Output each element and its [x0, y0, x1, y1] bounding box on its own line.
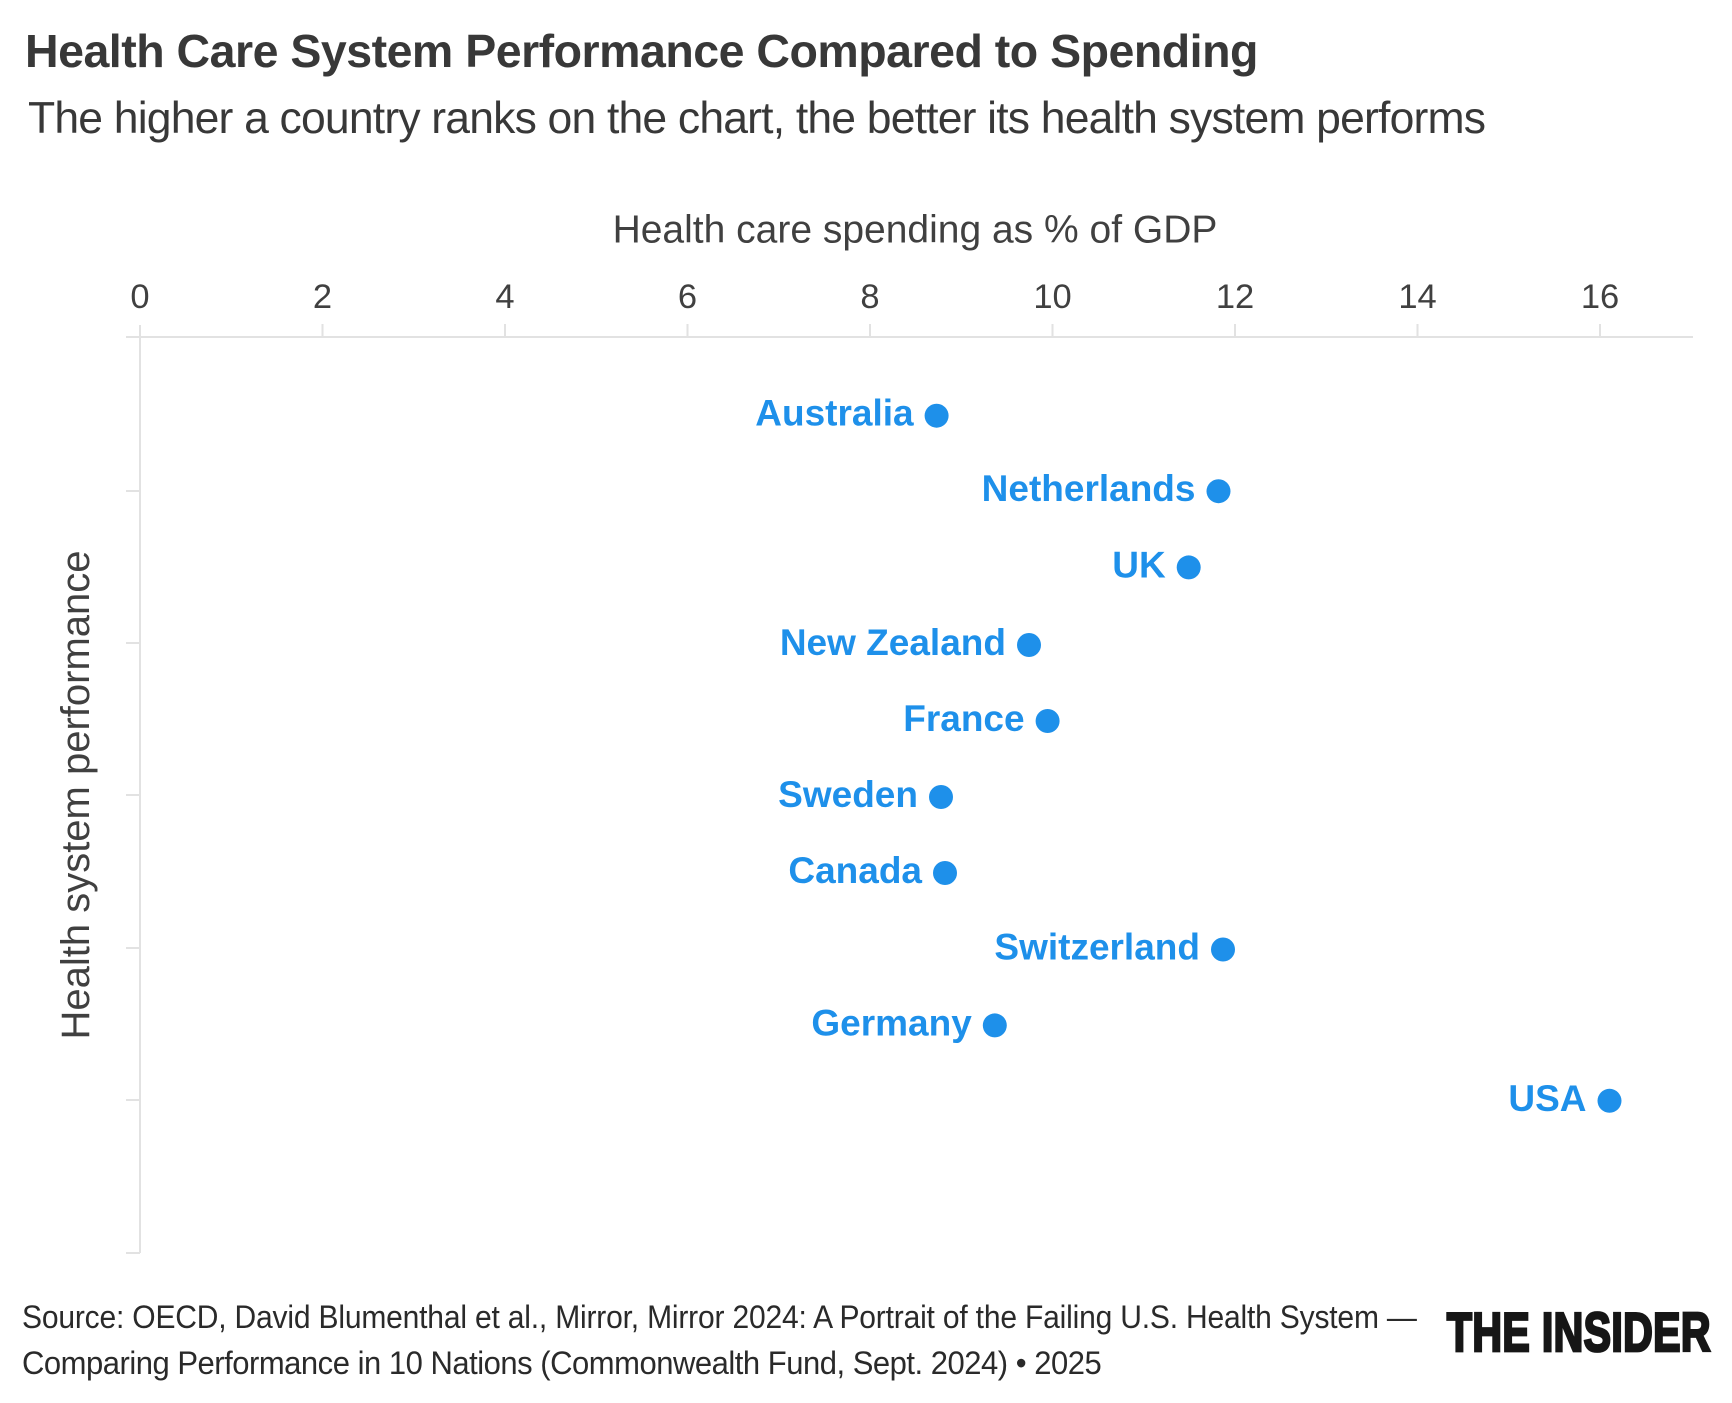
svg-text:6: 6 — [678, 278, 697, 316]
svg-text:2: 2 — [313, 278, 332, 316]
svg-text:UK: UK — [1112, 544, 1166, 585]
svg-text:Health system performance: Health system performance — [54, 550, 98, 1039]
svg-text:0: 0 — [130, 278, 149, 316]
svg-text:USA: USA — [1508, 1078, 1586, 1119]
svg-text:Netherlands: Netherlands — [982, 468, 1196, 509]
svg-text:14: 14 — [1398, 278, 1436, 316]
svg-text:Switzerland: Switzerland — [994, 927, 1200, 968]
svg-text:Germany: Germany — [811, 1002, 972, 1043]
svg-text:16: 16 — [1581, 278, 1619, 316]
svg-text:Health care spending as % of G: Health care spending as % of GDP — [613, 209, 1218, 252]
svg-text:10: 10 — [1033, 278, 1071, 316]
svg-text:8: 8 — [860, 278, 879, 316]
svg-text:4: 4 — [495, 278, 514, 316]
svg-text:Australia: Australia — [755, 393, 914, 434]
svg-text:France: France — [903, 698, 1024, 739]
svg-text:Canada: Canada — [788, 850, 922, 891]
svg-text:12: 12 — [1216, 278, 1254, 316]
svg-text:New Zealand: New Zealand — [780, 622, 1006, 663]
svg-text:Sweden: Sweden — [778, 774, 918, 815]
